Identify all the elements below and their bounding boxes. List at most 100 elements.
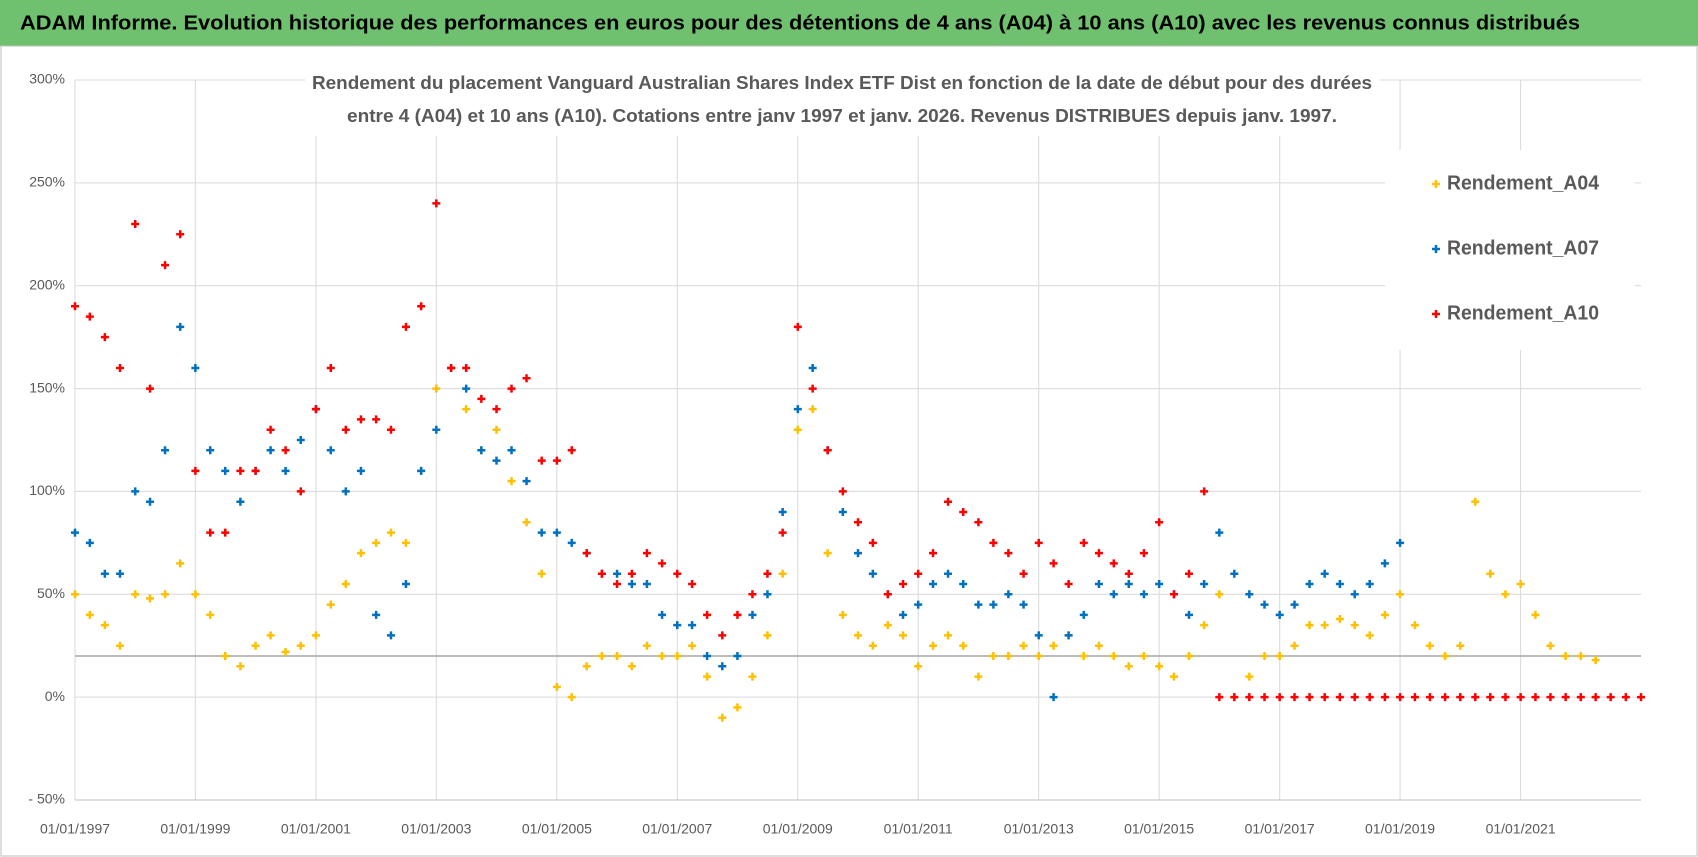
point	[432, 199, 441, 208]
point	[1546, 641, 1555, 650]
y-tick-label: 150%	[29, 379, 65, 395]
point	[1606, 693, 1615, 702]
point	[1215, 528, 1224, 537]
point	[1441, 693, 1450, 702]
point	[929, 641, 938, 650]
point	[959, 508, 968, 516]
point	[281, 466, 290, 475]
point	[899, 631, 908, 640]
point	[417, 466, 426, 475]
point	[1079, 538, 1088, 547]
point	[1169, 672, 1178, 681]
point	[1305, 621, 1314, 630]
point	[658, 559, 667, 568]
point	[627, 662, 636, 671]
grid: - 50% 0% 50% 100% 150% 200% 250% 300% 01/01/1997…	[28, 71, 1641, 837]
point	[688, 621, 697, 630]
legend-bg	[1385, 150, 1635, 350]
point	[793, 322, 802, 331]
point	[1260, 600, 1269, 609]
point	[627, 580, 636, 588]
point	[718, 662, 727, 671]
legend-label: Rendement_A04	[1447, 172, 1600, 194]
point	[673, 621, 682, 630]
point	[146, 384, 155, 393]
point	[537, 456, 546, 465]
point	[1215, 590, 1224, 599]
point	[206, 446, 215, 455]
point	[131, 590, 140, 599]
point	[1320, 621, 1329, 630]
point	[989, 538, 998, 547]
point	[613, 569, 622, 578]
point	[1004, 590, 1013, 599]
point	[1365, 580, 1374, 588]
point	[778, 569, 787, 578]
x-tick-label: 01/01/2013	[1004, 821, 1074, 837]
point	[266, 425, 275, 434]
point	[1516, 580, 1525, 588]
point	[658, 652, 667, 660]
point	[673, 569, 682, 578]
point	[176, 230, 185, 239]
point	[868, 569, 877, 578]
point	[1441, 652, 1450, 660]
point	[1425, 693, 1434, 702]
point	[85, 312, 94, 321]
x-tick-label: 01/01/2021	[1486, 821, 1556, 837]
x-tick-label: 01/01/2007	[642, 821, 712, 837]
legend: Rendement_A04 Rendement_A07 Rendement_A10	[1385, 150, 1635, 350]
point	[1531, 693, 1540, 702]
point	[658, 610, 667, 619]
point	[1109, 652, 1118, 660]
point	[974, 672, 983, 681]
point	[1124, 662, 1133, 671]
point	[236, 466, 245, 475]
point	[1591, 656, 1600, 665]
point	[191, 590, 200, 599]
point	[1139, 652, 1148, 660]
point	[808, 364, 817, 372]
point	[1456, 641, 1465, 650]
point	[1184, 652, 1193, 660]
point	[1200, 487, 1209, 496]
chart-title: entre 4 (A04) et 10 ans (A10). Cotations…	[347, 106, 1337, 126]
point	[914, 662, 923, 671]
legend-marker	[1432, 245, 1440, 253]
point	[823, 549, 832, 558]
y-tick-label: 250%	[29, 174, 65, 190]
point	[281, 647, 290, 656]
point	[1064, 580, 1073, 588]
point	[507, 446, 516, 455]
point	[161, 261, 170, 270]
point	[959, 641, 968, 650]
point	[296, 641, 305, 650]
point	[868, 538, 877, 547]
point	[673, 652, 682, 660]
point	[206, 610, 215, 619]
point	[161, 590, 170, 599]
point	[417, 302, 426, 311]
point	[1124, 569, 1133, 578]
point	[688, 641, 697, 650]
point	[311, 631, 320, 640]
point	[372, 610, 381, 619]
x-tick-label: 01/01/2011	[884, 821, 953, 837]
point	[537, 528, 546, 537]
point	[1591, 693, 1600, 702]
marks	[71, 199, 1645, 722]
point	[251, 466, 260, 475]
x-tick-label: 01/01/2015	[1124, 821, 1194, 837]
point	[477, 446, 486, 455]
point	[372, 415, 381, 424]
point	[703, 672, 712, 681]
point	[763, 590, 772, 599]
point	[838, 610, 847, 619]
point	[1019, 569, 1028, 578]
point	[763, 631, 772, 640]
point	[883, 621, 892, 630]
point	[326, 600, 335, 609]
point	[522, 477, 531, 486]
x-tick-label: 01/01/1997	[40, 821, 110, 837]
x-tick-label: 01/01/2005	[522, 821, 592, 837]
